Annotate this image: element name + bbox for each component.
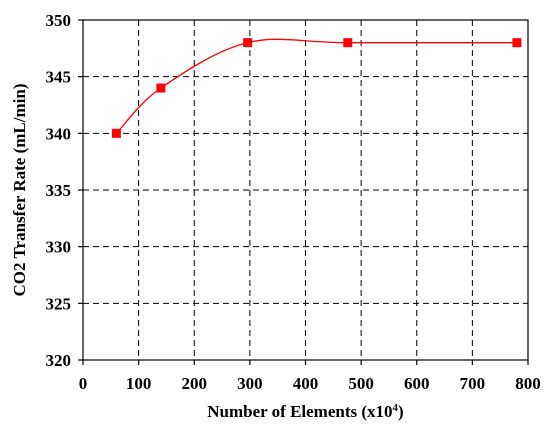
x-axis-title-superscript: 4 (393, 402, 399, 414)
x-axis-title-close: ) (398, 402, 404, 421)
x-tick-label: 400 (293, 374, 319, 393)
x-tick-label: 500 (348, 374, 374, 393)
y-tick-label: 335 (46, 181, 72, 200)
x-tick-label: 600 (404, 374, 430, 393)
x-tick-label: 300 (237, 374, 263, 393)
axis-ticks (78, 19, 529, 365)
series-layer (111, 38, 522, 138)
x-tick-label: 200 (182, 374, 208, 393)
y-tick-label: 345 (46, 68, 72, 87)
x-tick-label: 100 (126, 374, 152, 393)
data-point-marker (111, 128, 121, 138)
tick-labels: 0 100 200 300 400 500 600 700 800 320 325 330 335 340… (46, 11, 541, 393)
y-tick-label: 325 (46, 294, 72, 313)
y-axis-title: CO2 Transfer Rate (mL/min) (10, 84, 29, 297)
data-point-marker (243, 38, 253, 48)
x-axis-title-main: Number of Elements (x10 (207, 402, 392, 421)
y-tick-label: 320 (46, 351, 72, 370)
x-tick-label: 700 (460, 374, 486, 393)
data-point-marker (343, 38, 353, 48)
x-tick-label: 800 (515, 374, 541, 393)
data-point-marker (512, 38, 522, 48)
y-tick-label: 340 (46, 124, 72, 143)
x-axis-title: Number of Elements (x104) (207, 402, 403, 421)
series-line (115, 38, 517, 134)
data-point-marker (156, 83, 166, 93)
y-tick-label: 350 (46, 11, 72, 30)
x-tick-label: 0 (79, 374, 88, 393)
grid-lines (83, 20, 528, 360)
y-tick-label: 330 (46, 238, 72, 257)
